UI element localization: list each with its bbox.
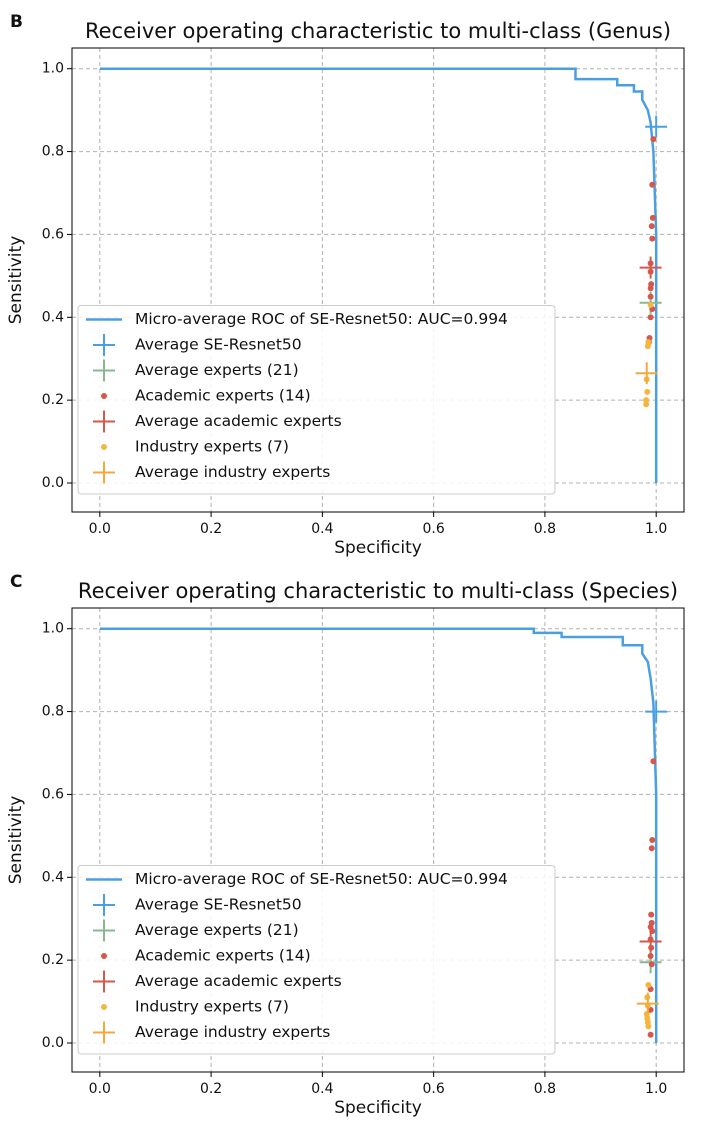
y-axis-label: Sensitivity [6, 236, 26, 325]
y-tick-label: 1.0 [42, 61, 64, 77]
expert-point [648, 961, 655, 968]
legend: Micro-average ROC of SE-Resnet50: AUC=0.… [77, 305, 556, 495]
legend-label: Average experts (21) [135, 361, 299, 379]
expert-point [644, 388, 651, 395]
x-axis-label: Specificity [334, 1098, 422, 1118]
legend-swatch [101, 953, 107, 959]
x-tick-label: 0.4 [311, 1081, 333, 1097]
plus-marker [645, 115, 668, 138]
legend-label: Average academic experts [135, 412, 342, 430]
roc-curve [99, 67, 658, 483]
expert-point [643, 397, 650, 404]
legend-label: Average SE-Resnet50 [135, 896, 302, 914]
expert-point [645, 339, 652, 346]
y-tick-label: 0.0 [42, 1035, 64, 1051]
x-axis-label: Specificity [334, 538, 422, 558]
legend-label: Average academic experts [135, 972, 342, 990]
plus-marker [93, 970, 115, 993]
plus-marker [93, 1021, 115, 1044]
expert-point [649, 181, 656, 188]
legend-label: Industry experts (7) [135, 438, 289, 456]
expert-point [647, 285, 654, 292]
x-tick-label: 1.0 [645, 1081, 667, 1097]
x-tick-label: 1.0 [645, 521, 667, 537]
x-tick-label: 0.6 [423, 521, 445, 537]
plus-marker [93, 359, 115, 382]
expert-point [649, 235, 656, 242]
expert-point [647, 1031, 654, 1038]
plot-frame [71, 607, 685, 1073]
y-tick-label: 0.2 [42, 952, 64, 968]
legend-label: Micro-average ROC of SE-Resnet50: AUC=0.… [135, 870, 508, 888]
legend: Micro-average ROC of SE-Resnet50: AUC=0.… [77, 865, 556, 1055]
legend-box [77, 865, 556, 1055]
expert-point [648, 223, 655, 230]
expert-point [647, 314, 654, 321]
legend-label: Micro-average ROC of SE-Resnet50: AUC=0.… [135, 310, 508, 328]
expert-point [648, 845, 655, 852]
expert-point [649, 837, 656, 843]
panel-label: C [10, 572, 22, 592]
y-tick-label: 0.4 [42, 309, 64, 325]
expert-point [649, 214, 656, 221]
plus-marker [635, 362, 658, 385]
plus-marker [93, 894, 115, 916]
expert-point [647, 301, 654, 308]
y-tick-label: 0.6 [42, 786, 64, 802]
expert-point [648, 911, 655, 918]
y-axis-label: Sensitivity [6, 796, 26, 885]
y-tick-label: 1.0 [42, 621, 64, 637]
y-tick-label: 0.8 [42, 144, 64, 160]
x-tick-label: 0.4 [311, 521, 333, 537]
plus-marker [93, 919, 115, 942]
x-tick-label: 0.8 [534, 1081, 556, 1097]
expert-point [645, 1023, 652, 1030]
y-tick-label: 0.8 [42, 704, 64, 720]
expert-point [650, 758, 657, 765]
legend-label: Average experts (21) [135, 921, 299, 939]
y-tick-label: 0.2 [42, 392, 64, 408]
plus-marker [639, 930, 662, 953]
chart-title: Receiver operating characteristic to mul… [78, 579, 678, 603]
legend-label: Academic experts (14) [135, 947, 311, 965]
x-tick-label: 0.0 [89, 1081, 111, 1097]
plus-marker [645, 700, 668, 723]
plus-marker [636, 992, 659, 1015]
plus-marker [93, 461, 115, 484]
panel: B Receiver operating characteristic to mu… [6, 12, 685, 558]
expert-point [645, 982, 652, 988]
x-tick-label: 0.2 [200, 521, 222, 537]
expert-point [650, 136, 657, 143]
chart-title: Receiver operating characteristic to mul… [85, 19, 671, 43]
y-tick-label: 0.4 [42, 869, 64, 885]
legend-label: Academic experts (14) [135, 387, 311, 405]
panel-label: B [10, 12, 23, 32]
x-tick-label: 0.2 [200, 1081, 222, 1097]
plot-frame [71, 47, 685, 513]
y-tick-label: 0.6 [42, 226, 64, 242]
legend-box [77, 305, 556, 495]
roc-curve [99, 627, 658, 1043]
x-tick-label: 0.6 [423, 1081, 445, 1097]
expert-point [643, 401, 650, 408]
y-tick-label: 0.0 [42, 475, 64, 491]
legend-swatch [101, 1004, 107, 1010]
panel: C Receiver operating characteristic to mu… [6, 572, 685, 1118]
plus-marker [93, 410, 115, 433]
x-tick-label: 0.0 [89, 521, 111, 537]
expert-point [647, 953, 654, 959]
legend-swatch [101, 444, 107, 450]
plus-marker [93, 334, 115, 356]
plus-marker [639, 256, 662, 279]
legend-label: Average industry experts [135, 1023, 330, 1041]
legend-swatch [101, 393, 107, 399]
legend-label: Industry experts (7) [135, 998, 289, 1016]
expert-point [647, 293, 654, 300]
legend-label: Average industry experts [135, 463, 330, 481]
legend-label: Average SE-Resnet50 [135, 336, 302, 354]
x-tick-label: 0.8 [534, 521, 556, 537]
